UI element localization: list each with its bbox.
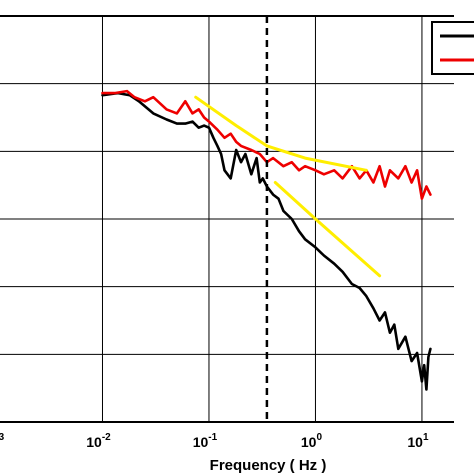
fit-line-2 <box>194 95 269 148</box>
fit-line-4 <box>273 181 382 278</box>
legend <box>431 21 474 75</box>
x-tick-label: 10-2 <box>86 432 111 450</box>
x-tick-labels: 10-3 10-2 10-1 100 101 <box>0 432 429 450</box>
series-layer <box>101 89 432 391</box>
fit-line-3 <box>265 144 368 172</box>
legend-box <box>431 21 474 75</box>
series-line-1 <box>101 89 432 200</box>
x-tick-label: 100 <box>301 432 323 450</box>
series-line-0 <box>101 91 432 391</box>
x-axis-label: Frequency ( Hz ) <box>210 457 327 474</box>
x-tick-label: 10-3 <box>0 432 5 450</box>
x-tick-label: 10-1 <box>193 432 218 450</box>
plot-frame <box>0 15 454 423</box>
x-tick-label: 101 <box>407 432 429 450</box>
